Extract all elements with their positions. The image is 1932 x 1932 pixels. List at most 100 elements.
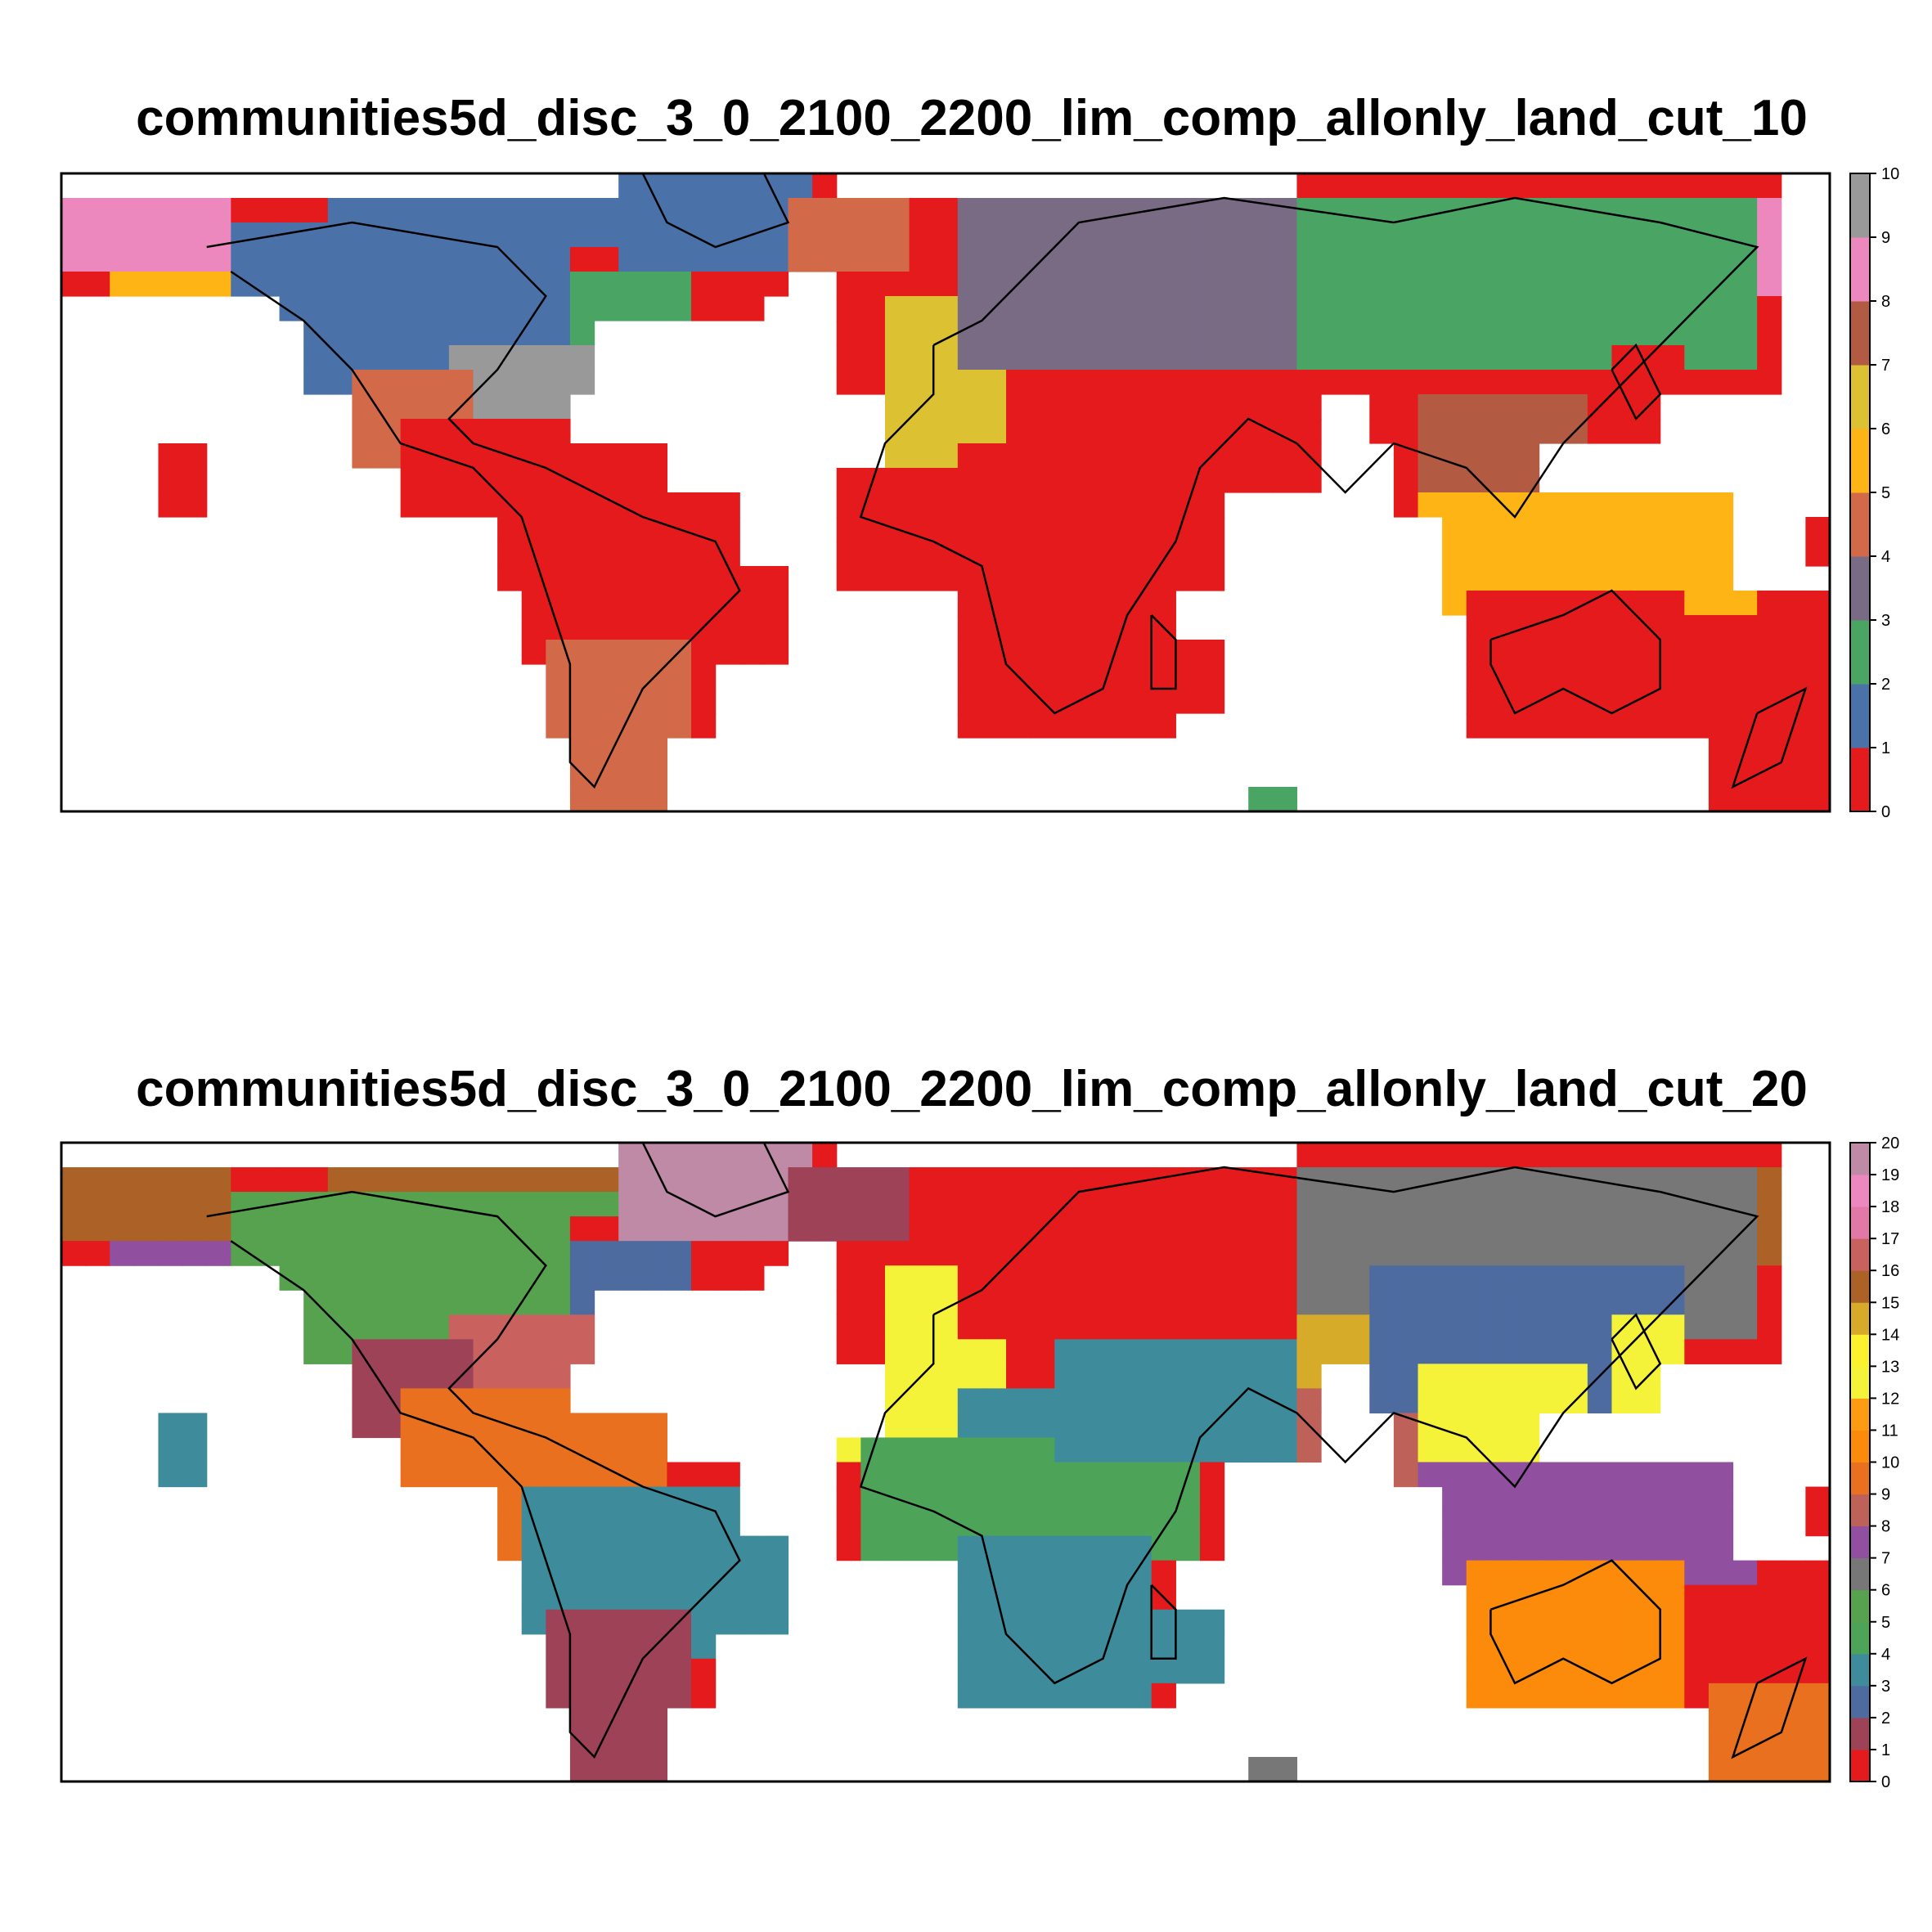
grid-cell <box>1151 1413 1176 1439</box>
map-title-2: communities5d_disc_3_0_2100_2200_lim_com… <box>136 1061 1808 1117</box>
grid-cell <box>1272 1192 1298 1217</box>
grid-cell <box>1757 1265 1782 1291</box>
grid-cell <box>1224 1339 1249 1364</box>
grid-cell <box>982 247 1007 272</box>
grid-cell <box>1054 566 1080 591</box>
grid-cell <box>884 272 910 297</box>
grid-cell <box>448 222 474 248</box>
grid-cell <box>1103 1388 1128 1414</box>
grid-cell <box>642 1437 668 1463</box>
grid-cell <box>691 1633 717 1660</box>
grid-cell <box>909 1241 934 1266</box>
grid-cell <box>788 173 813 199</box>
grid-cell <box>933 1388 959 1414</box>
grid-cell <box>1660 640 1685 665</box>
grid-cell <box>1078 272 1104 297</box>
grid-cell <box>594 1413 619 1439</box>
grid-cell <box>1587 1216 1613 1242</box>
grid-cell <box>715 1511 740 1537</box>
grid-cell <box>1539 1143 1564 1168</box>
grid-cell <box>642 1756 668 1782</box>
grid-cell <box>473 345 498 371</box>
grid-cell <box>1539 1339 1564 1364</box>
grid-cell <box>1611 222 1637 248</box>
grid-cell <box>1708 738 1734 763</box>
grid-cell <box>1127 1241 1152 1266</box>
grid-cell <box>473 247 498 272</box>
grid-cell <box>860 247 886 272</box>
grid-cell <box>569 443 595 469</box>
grid-cell <box>982 222 1007 248</box>
legend-tick-label: 2 <box>1881 1710 1890 1728</box>
grid-cell <box>303 272 329 297</box>
grid-cell <box>909 419 934 444</box>
grid-cell <box>327 1241 353 1266</box>
grid-cell <box>1127 1486 1152 1512</box>
grid-cell <box>85 198 110 223</box>
grid-cell <box>594 689 619 714</box>
legend-tick-label: 4 <box>1881 548 1890 566</box>
grid-cell <box>860 1314 886 1340</box>
grid-cell <box>1369 345 1395 371</box>
grid-cell <box>933 1216 959 1242</box>
grid-cell <box>594 787 619 812</box>
grid-cell <box>1466 222 1491 248</box>
grid-cell <box>1611 1609 1637 1635</box>
grid-cell <box>1563 1560 1588 1586</box>
grid-cell <box>594 468 619 493</box>
grid-cell <box>642 566 668 591</box>
grid-cell <box>352 296 377 321</box>
grid-cell <box>957 566 983 591</box>
grid-cell <box>1781 1609 1806 1635</box>
coastline-path <box>1150 614 1177 690</box>
grid-cell <box>1103 1314 1128 1340</box>
grid-cell <box>715 1241 740 1266</box>
grid-cell <box>1151 321 1176 346</box>
grid-cell <box>1514 1683 1540 1709</box>
grid-cell <box>594 198 619 223</box>
grid-cell <box>618 787 644 812</box>
grid-cell <box>1151 591 1176 616</box>
grid-cell <box>618 1241 644 1266</box>
grid-cell <box>1805 689 1831 714</box>
grid-cell <box>1078 394 1104 420</box>
grid-cell <box>1151 394 1176 420</box>
grid-cell <box>933 1290 959 1315</box>
grid-cell <box>1539 640 1564 665</box>
grid-cell <box>1732 296 1758 321</box>
grid-cell <box>569 615 595 640</box>
grid-cell <box>933 394 959 420</box>
grid-cell <box>1539 1560 1564 1586</box>
grid-cell <box>327 370 353 395</box>
grid-cell <box>497 272 523 297</box>
grid-cell <box>1636 517 1661 542</box>
grid-cell <box>1127 664 1152 690</box>
grid-cell <box>1732 1265 1758 1291</box>
grid-cell <box>352 1241 377 1266</box>
grid-cell <box>521 1339 546 1364</box>
grid-cell <box>1587 173 1613 199</box>
grid-cell <box>1175 1364 1201 1389</box>
grid-cell <box>1757 272 1782 297</box>
grid-cell <box>1563 1339 1588 1364</box>
grid-cell <box>1296 1339 1322 1364</box>
grid-cell <box>957 1241 983 1266</box>
grid-cell <box>182 222 208 248</box>
grid-cell <box>1539 296 1564 321</box>
grid-cell <box>1054 247 1080 272</box>
grid-cell <box>957 1462 983 1488</box>
grid-cell <box>1054 1265 1080 1291</box>
grid-cell <box>1490 1486 1516 1512</box>
grid-cell <box>1175 1265 1201 1291</box>
grid-cell <box>1054 1241 1080 1266</box>
grid-cell <box>1563 1486 1588 1512</box>
grid-cell <box>1442 468 1467 493</box>
grid-cell <box>1078 468 1104 493</box>
grid-cell <box>1636 321 1661 346</box>
grid-cell <box>1054 1388 1080 1414</box>
grid-cell <box>1708 345 1734 371</box>
grid-cell <box>1224 443 1249 469</box>
legend-tick-label: 7 <box>1881 357 1890 375</box>
grid-cell <box>1514 640 1540 665</box>
grid-cell <box>425 198 450 223</box>
